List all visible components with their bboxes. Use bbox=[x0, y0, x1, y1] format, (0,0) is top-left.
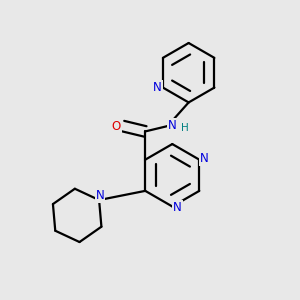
Text: N: N bbox=[173, 202, 182, 214]
Text: N: N bbox=[168, 119, 176, 132]
Text: N: N bbox=[153, 81, 162, 94]
Text: H: H bbox=[181, 123, 189, 133]
Text: O: O bbox=[112, 120, 121, 133]
Text: N: N bbox=[96, 189, 104, 202]
Text: N: N bbox=[200, 152, 209, 165]
